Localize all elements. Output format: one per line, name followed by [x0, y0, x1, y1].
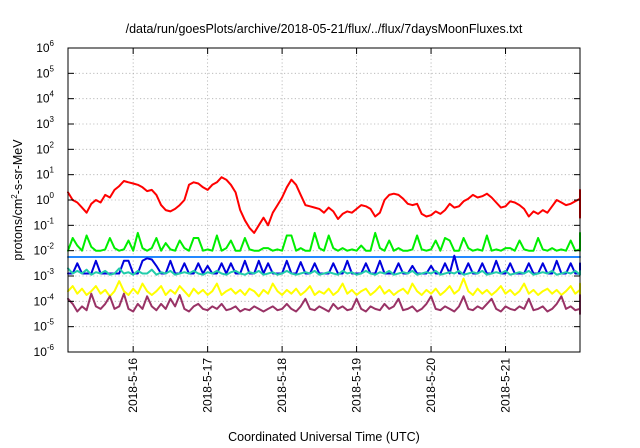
- y-axis-label-base: protons/cm: [11, 199, 25, 261]
- x-axis: 2018-5-16 2018-5-17 2018-5-18 2018-5-19 2018…: [126, 48, 513, 413]
- y-tick-label: 106: [36, 39, 54, 55]
- y-tick-exponent: 0: [50, 191, 55, 200]
- y-tick-label: 103: [36, 115, 54, 131]
- y-tick-mantissa: 10: [34, 320, 48, 334]
- grid: [68, 48, 580, 352]
- y-tick-exponent: -2: [47, 242, 55, 251]
- x-tick-label: 2018-5-18: [275, 358, 289, 413]
- y-tick-label: 105: [36, 64, 54, 80]
- y-tick-mantissa: 10: [34, 218, 48, 232]
- y-tick-exponent: 5: [50, 64, 55, 73]
- y-tick-exponent: -5: [47, 318, 55, 327]
- y-tick-mantissa: 10: [36, 168, 50, 182]
- y-tick-mantissa: 10: [36, 66, 50, 80]
- y-tick-label: 100: [36, 191, 54, 207]
- y-tick-exponent: 3: [50, 115, 55, 124]
- x-tick-label: 2018-5-20: [424, 358, 438, 413]
- series-line-4: [67, 254, 581, 275]
- y-tick-label: 10-2: [34, 242, 55, 258]
- y-tick-label: 104: [36, 90, 54, 106]
- x-tick-label: 2018-5-19: [350, 358, 364, 413]
- y-tick-label: 10-1: [34, 216, 55, 232]
- y-tick-exponent: 1: [50, 166, 55, 175]
- y-tick-label: 102: [36, 140, 54, 156]
- series-group: [67, 176, 581, 315]
- y-tick-mantissa: 10: [34, 294, 48, 308]
- x-tick-label: 2018-5-16: [126, 358, 140, 413]
- y-tick-label: 10-5: [34, 318, 55, 334]
- y-axis-label-sup: 2: [10, 194, 19, 199]
- chart-title: /data/run/goesPlots/archive/2018-05-21/f…: [126, 22, 523, 36]
- y-tick-mantissa: 10: [36, 142, 50, 156]
- x-axis-label: Coordinated Universal Time (UTC): [228, 430, 420, 444]
- y-tick-exponent: 6: [50, 39, 55, 48]
- y-tick-exponent: -6: [47, 343, 55, 352]
- y-tick-exponent: 4: [50, 90, 55, 99]
- x-tick-label: 2018-5-17: [201, 358, 215, 413]
- y-tick-mantissa: 10: [34, 244, 48, 258]
- series-line-2: [67, 231, 581, 252]
- y-axis-label: protons/cm2-s-sr-MeV: [10, 139, 25, 261]
- y-tick-mantissa: 10: [36, 193, 50, 207]
- y-tick-mantissa: 10: [36, 92, 50, 106]
- y-tick-label: 10-4: [34, 292, 55, 308]
- y-tick-exponent: -1: [47, 216, 55, 225]
- y-tick-mantissa: 10: [36, 41, 50, 55]
- y-tick-exponent: -4: [47, 292, 55, 301]
- y-tick-exponent: -3: [47, 267, 55, 276]
- y-tick-label: 10-6: [34, 343, 55, 359]
- series-line-1: [67, 176, 581, 234]
- y-axis: 10-610-510-410-310-210-11001011021031041…: [34, 39, 580, 359]
- y-tick-exponent: 2: [50, 140, 55, 149]
- y-tick-mantissa: 10: [34, 345, 48, 359]
- y-tick-label: 10-3: [34, 267, 55, 283]
- series-line-7: [67, 292, 581, 315]
- series-line-5: [67, 267, 581, 276]
- y-tick-mantissa: 10: [34, 269, 48, 283]
- x-tick-label: 2018-5-21: [499, 358, 513, 413]
- y-tick-mantissa: 10: [36, 117, 50, 131]
- series-line-6: [67, 277, 581, 298]
- y-tick-label: 101: [36, 166, 54, 182]
- y-axis-label-rest: -s-sr-MeV: [11, 139, 25, 195]
